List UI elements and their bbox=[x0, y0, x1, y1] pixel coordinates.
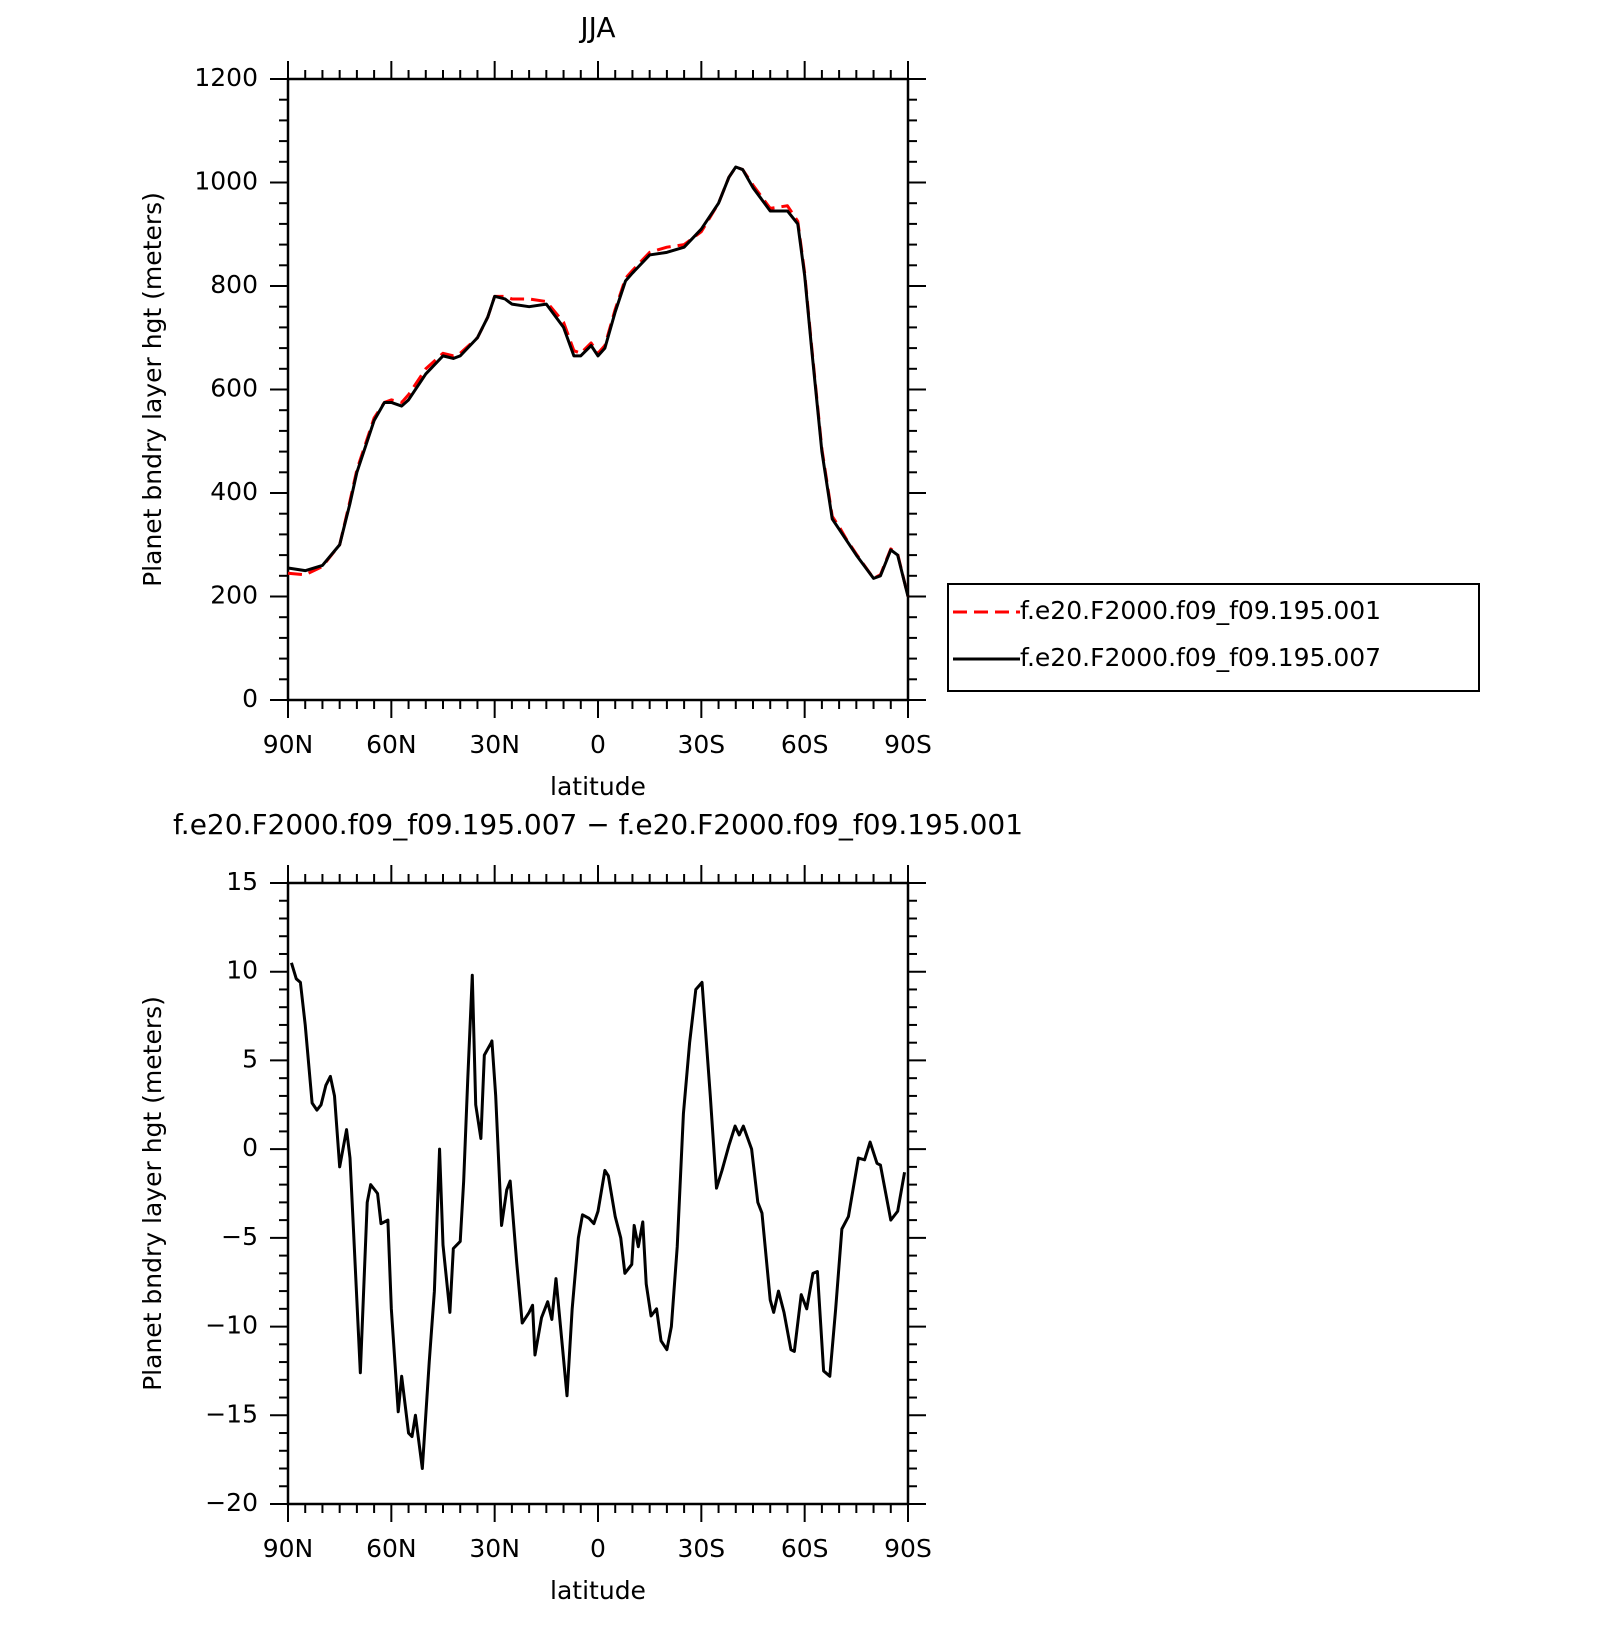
x-tick-label: 90S bbox=[884, 1534, 932, 1563]
x-tick-label: 0 bbox=[590, 1534, 606, 1563]
x-tick-label: 90N bbox=[263, 730, 314, 759]
y-tick-label: −15 bbox=[205, 1399, 258, 1428]
x-tick-label: 60S bbox=[781, 1534, 829, 1563]
y-tick-label: 0 bbox=[242, 1133, 258, 1162]
y-tick-label: 800 bbox=[210, 270, 258, 299]
x-tick-label: 30N bbox=[469, 730, 520, 759]
plot-frame bbox=[286, 881, 910, 1506]
y-tick-label: −10 bbox=[205, 1311, 258, 1340]
data-line bbox=[290, 962, 907, 1471]
x-tick-label: 30S bbox=[677, 1534, 725, 1563]
y-tick-label: 1200 bbox=[194, 63, 258, 92]
y-tick-label: −5 bbox=[221, 1222, 258, 1251]
x-tick-label: 30S bbox=[677, 730, 725, 759]
x-axis-label: latitude bbox=[550, 772, 646, 801]
y-tick-label: 0 bbox=[242, 684, 258, 713]
x-axis-label: latitude bbox=[550, 1576, 646, 1605]
x-tick-label: 90S bbox=[884, 730, 932, 759]
legend-label: f.e20.F2000.f09_f09.195.007 bbox=[1020, 643, 1381, 672]
x-tick-label: 90N bbox=[263, 1534, 314, 1563]
y-tick-label: 15 bbox=[226, 867, 258, 896]
y-axis-label: Planet bndry layer hgt (meters) bbox=[138, 996, 167, 1391]
x-tick-label: 60N bbox=[366, 1534, 417, 1563]
y-tick-label: 600 bbox=[210, 374, 258, 403]
y-tick-label: 10 bbox=[226, 956, 258, 985]
y-tick-label: 400 bbox=[210, 477, 258, 506]
x-tick-label: 60N bbox=[366, 730, 417, 759]
legend-box bbox=[947, 583, 1480, 692]
y-axis-label: Planet bndry layer hgt (meters) bbox=[138, 192, 167, 587]
x-tick-label: 30N bbox=[469, 1534, 520, 1563]
legend-label: f.e20.F2000.f09_f09.195.001 bbox=[1020, 596, 1381, 625]
x-tick-label: 0 bbox=[590, 730, 606, 759]
y-tick-label: 200 bbox=[210, 581, 258, 610]
chart-title: f.e20.F2000.f09_f09.195.007 − f.e20.F200… bbox=[173, 808, 1023, 841]
y-tick-label: 5 bbox=[242, 1044, 258, 1073]
data-line bbox=[287, 165, 910, 597]
x-tick-label: 60S bbox=[781, 730, 829, 759]
chart-title: JJA bbox=[578, 11, 615, 44]
y-tick-label: −20 bbox=[205, 1488, 258, 1517]
y-tick-label: 1000 bbox=[194, 167, 258, 196]
